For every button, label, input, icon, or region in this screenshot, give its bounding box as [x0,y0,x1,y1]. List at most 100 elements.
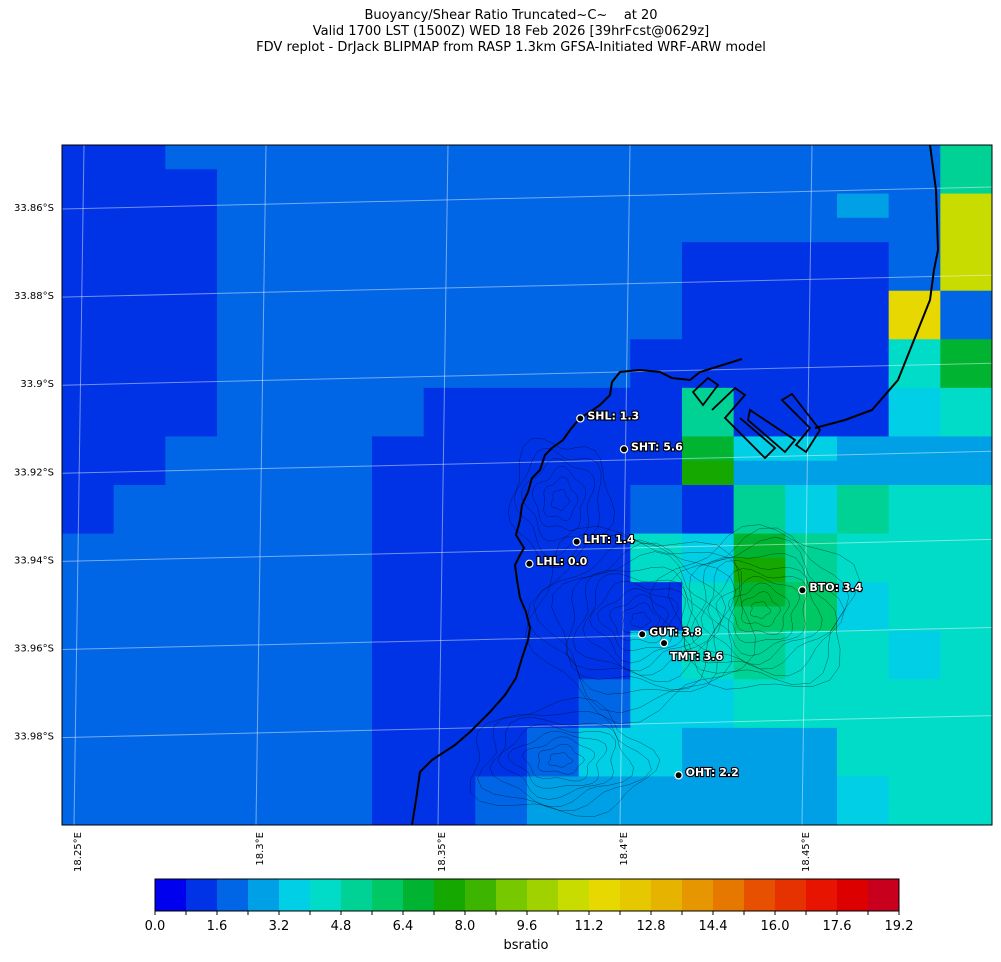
grid-cell [940,557,992,583]
grid-cell [62,776,115,802]
grid-cell [785,290,838,316]
grid-cell [578,169,631,195]
grid-cell [217,679,270,705]
colorbar-swatch [403,879,435,911]
grid-cell [475,557,528,583]
grid-cell [682,387,735,413]
grid-cell [578,460,631,486]
grid-cell [475,363,528,389]
grid-cell [217,727,270,753]
contour-line [700,560,823,665]
grid-cell [165,533,218,559]
grid-cell [372,217,425,243]
grid-cell [940,266,992,292]
grid-cell [630,412,683,438]
grid-cell [733,533,786,559]
grid-cell [423,752,476,778]
grid-cell [630,800,683,825]
grid-cell [372,145,425,170]
grid-cell [113,485,166,510]
grid-cell [475,460,528,486]
grid-cell [62,169,115,195]
grid-cell [62,412,115,438]
grid-cell [268,557,321,583]
colorbar-tick-label: 12.8 [637,919,666,934]
grid-cell [682,169,735,195]
grid-cell [165,630,218,656]
grid-cell [785,655,838,680]
grid-cell [888,387,941,413]
longitude-labels: 18.25°E 18.3°E 18.35°E 18.4°E 18.45°E [73,832,812,872]
grid-cell [785,266,838,292]
grid-cell [320,703,373,729]
site-label: SHL: 1.3 [587,409,639,422]
grid-cell [423,436,476,462]
grid-cell [165,485,218,510]
grid-cell [320,169,373,195]
grid-cell [217,703,270,729]
grid-cell [62,800,115,825]
grid-cell [527,679,580,705]
grid-cell [372,485,425,510]
grid-cell [888,800,941,825]
grid-cell [372,387,425,413]
grid-cell [165,412,218,438]
grid-cell [888,630,941,656]
grid-cell [113,800,166,825]
contour-line [609,594,669,644]
grid-cell [217,290,270,316]
grid-cell [268,606,321,632]
grid-cell [940,679,992,705]
grid-cell [527,412,580,438]
grid-cell [372,752,425,778]
grid-cell [268,363,321,389]
grid-cell [62,509,115,535]
grid-cell [940,145,992,170]
grid-cell [682,752,735,778]
grid-cell [682,242,735,268]
latitude-label: 33.86°S [14,203,54,214]
grid-cell [320,509,373,535]
grid-cell [320,412,373,438]
site-marker [572,537,581,546]
grid-cell [733,169,786,195]
grid-cell [113,436,166,462]
grid-cell [423,290,476,316]
grid-cell [423,217,476,243]
grid-cell [62,339,115,365]
grid-cell [578,485,631,510]
grid-cell [578,557,631,583]
grid-cell [682,533,735,559]
latitude-label: 33.96°S [14,644,54,655]
contour-line [507,731,608,789]
grid-cell [630,145,683,170]
grid-cell [837,169,890,195]
grid-cell [475,193,528,219]
grid-cell [940,776,992,802]
grid-cell [733,217,786,243]
grid-cell [165,460,218,486]
grid-cell [682,290,735,316]
grid-cell [62,557,115,583]
grid-cell [630,290,683,316]
harbour-breakwater-1 [691,376,720,407]
longitude-label: 18.35°E [437,832,448,872]
grid-cell [578,533,631,559]
grid-cell [217,460,270,486]
title-line-1: Buoyancy/Shear Ratio Truncated~C~ at 20 [364,8,658,23]
grid-cell [785,169,838,195]
meridian-line [255,145,267,825]
grid-cell [940,752,992,778]
colorbar-swatch [589,879,621,911]
grid-cell [372,630,425,656]
grid-cell [217,339,270,365]
grid-cell [62,752,115,778]
grid-cell [940,242,992,268]
grid-cell [165,193,218,219]
grid-cell [837,363,890,389]
contour-line [566,551,722,683]
grid-cell [888,217,941,243]
longitude-label: 18.3°E [255,832,266,866]
grid-cell [733,363,786,389]
grid-cell [475,145,528,170]
